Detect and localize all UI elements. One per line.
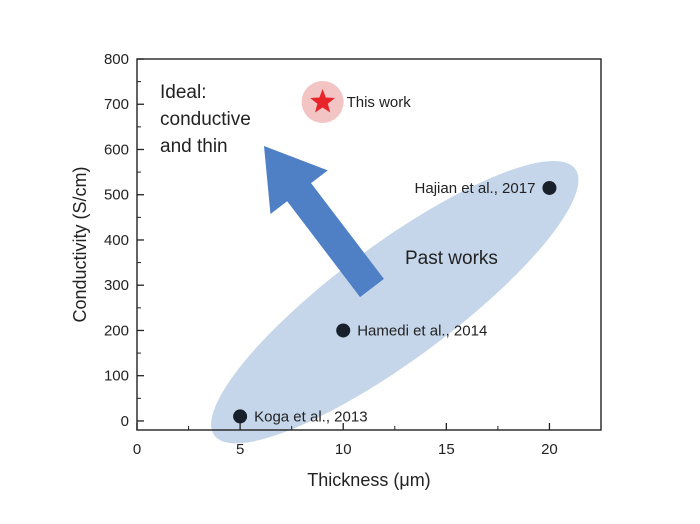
- y-tick-label: 700: [104, 96, 129, 113]
- y-tick-label: 600: [104, 141, 129, 158]
- past-works-region: [211, 161, 579, 444]
- x-tick-label: 15: [438, 441, 455, 458]
- data-points: Koga et al., 2013 Hamedi et al., 2014 Haji…: [233, 180, 557, 425]
- ideal-note-line-1: Ideal:: [160, 82, 206, 103]
- x-axis-ticks: 0 5 10 15 20: [133, 423, 558, 458]
- y-tick-label: 300: [104, 277, 129, 294]
- x-tick-label: 20: [541, 441, 558, 458]
- this-work-label: This work: [347, 94, 412, 111]
- y-tick-label: 200: [104, 322, 129, 339]
- data-point-label: Koga et al., 2013: [254, 408, 367, 425]
- x-tick-label: 5: [236, 441, 244, 458]
- ideal-note-line-2: conductive: [160, 109, 251, 130]
- x-tick-label: 0: [133, 441, 141, 458]
- data-point: [336, 323, 351, 338]
- data-point: [542, 180, 557, 195]
- y-tick-label: 500: [104, 187, 129, 204]
- data-point-label: Hajian et al., 2017: [415, 180, 536, 197]
- ideal-note-line-3: and thin: [160, 136, 228, 157]
- y-tick-label: 100: [104, 368, 129, 385]
- y-tick-label: 0: [121, 413, 129, 430]
- x-tick-label: 10: [335, 441, 352, 458]
- plot-frame: [136, 58, 602, 431]
- y-tick-label: 400: [104, 232, 129, 249]
- ideal-direction-arrow: [264, 146, 384, 298]
- past-works-label: Past works: [405, 248, 498, 269]
- y-tick-label: 800: [104, 51, 129, 68]
- this-work-star: [310, 89, 335, 113]
- y-axis-ticks: 0 100 200 300 400 500 600 700 800: [104, 51, 144, 430]
- y-axis-title: Conductivity (S/cm): [70, 166, 90, 322]
- data-point-label: Hamedi et al., 2014: [357, 322, 487, 339]
- data-point: [233, 409, 248, 424]
- x-axis-title: Thickness (μm): [307, 470, 430, 490]
